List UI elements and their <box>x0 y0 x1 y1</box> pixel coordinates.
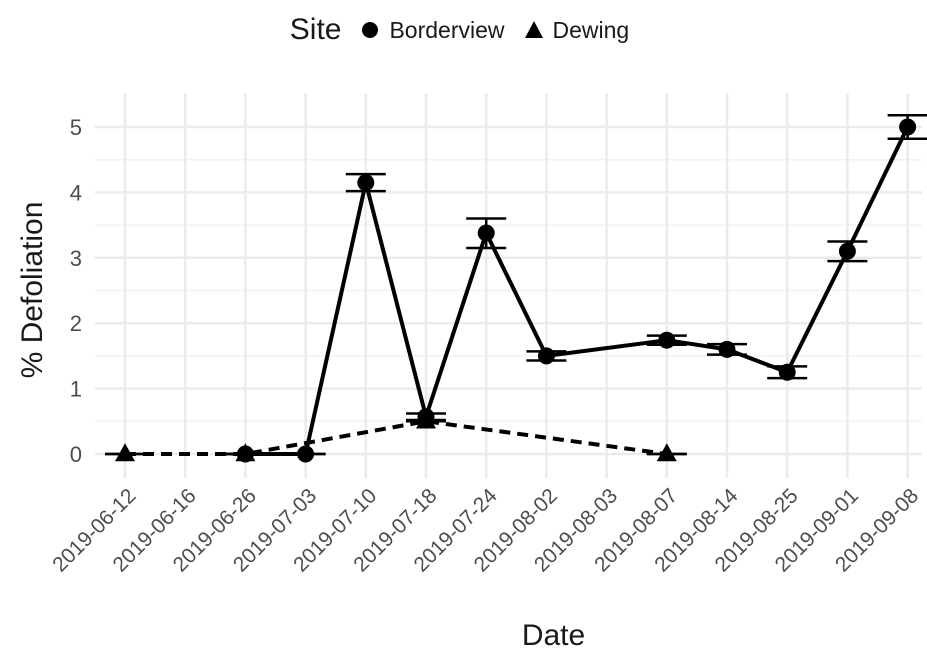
data-point-borderview <box>297 446 314 463</box>
series-line-dewing <box>125 421 667 454</box>
x-axis-title: Date <box>522 619 585 652</box>
data-point-borderview <box>357 174 374 191</box>
data-point-borderview <box>658 332 675 349</box>
y-axis-title: % Defoliation <box>16 202 49 379</box>
y-tick-label: 5 <box>70 115 82 140</box>
y-tick-label: 3 <box>70 246 82 271</box>
data-point-borderview <box>899 119 916 136</box>
data-point-borderview <box>719 341 736 358</box>
y-tick-label: 2 <box>70 311 82 336</box>
y-tick-label: 4 <box>70 180 82 205</box>
y-tick-label: 1 <box>70 377 82 402</box>
data-point-borderview <box>779 364 796 381</box>
data-point-borderview <box>478 224 495 241</box>
data-point-borderview <box>839 243 856 260</box>
data-point-borderview <box>538 347 555 364</box>
data-point-dewing <box>657 443 677 461</box>
y-tick-label: 0 <box>70 442 82 467</box>
